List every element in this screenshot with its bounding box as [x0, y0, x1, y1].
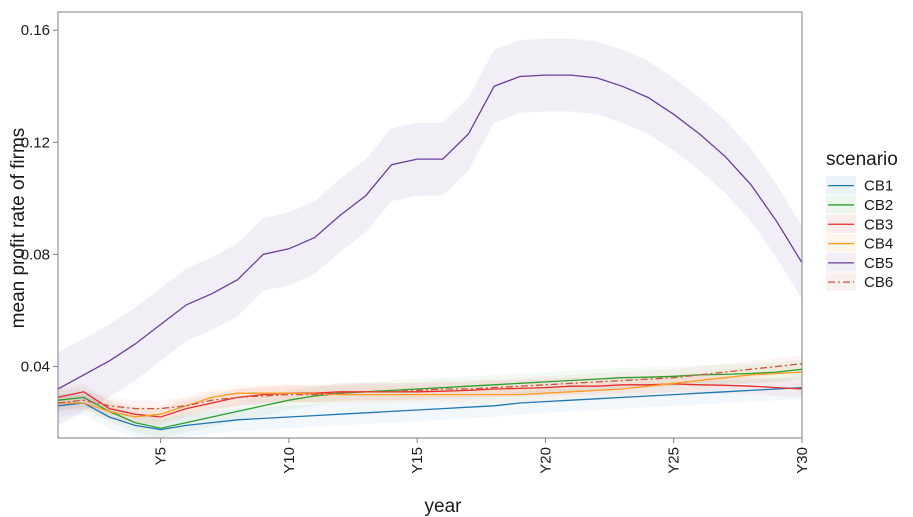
- legend-key-bg: [826, 272, 856, 291]
- axes: 0.04 0.08 0.12 0.16 Y5 Y10 Y15 Y20 Y25 Y30: [21, 11, 811, 474]
- y-axis-title: mean profit rate of firms: [8, 128, 29, 329]
- plot-frame: [57, 11, 803, 439]
- series-lines: [57, 74, 803, 431]
- band-cb2: [58, 359, 802, 438]
- line-cb5: [57, 74, 803, 390]
- band-cb3: [58, 375, 802, 426]
- line-cb2: [57, 368, 803, 429]
- legend-label-cb3: CB3: [864, 216, 893, 233]
- y-tick-label: 0.12: [21, 134, 50, 151]
- line-cb6: [57, 363, 803, 410]
- x-tick-label: Y30: [794, 447, 811, 474]
- legend-label-cb2: CB2: [864, 197, 893, 214]
- x-tick-label: Y5: [153, 447, 170, 465]
- x-tick-label: Y10: [281, 447, 298, 474]
- legend: scenario CB1 CB2 CB3 CB4 CB5 CB6: [826, 149, 898, 291]
- y-tick-label: 0.04: [21, 359, 50, 376]
- legend-title: scenario: [826, 149, 898, 170]
- x-tick-label: Y15: [409, 447, 426, 474]
- line-cb1: [57, 386, 803, 431]
- legend-label-cb4: CB4: [864, 236, 893, 253]
- legend-label-cb5: CB5: [864, 255, 893, 272]
- x-tick-label: Y20: [537, 447, 554, 474]
- x-tick-label: Y25: [666, 447, 683, 474]
- x-axis-title: year: [425, 496, 463, 517]
- band-cb1: [58, 376, 802, 438]
- line-cb4: [58, 371, 803, 418]
- band-cb6: [58, 355, 802, 417]
- y-tick-label: 0.08: [21, 246, 50, 263]
- confidence-bands: [58, 38, 802, 438]
- line-cb3: [57, 383, 803, 418]
- y-tick-label: 0.16: [21, 22, 50, 39]
- legend-label-cb1: CB1: [864, 178, 893, 195]
- legend-label-cb6: CB6: [864, 274, 893, 291]
